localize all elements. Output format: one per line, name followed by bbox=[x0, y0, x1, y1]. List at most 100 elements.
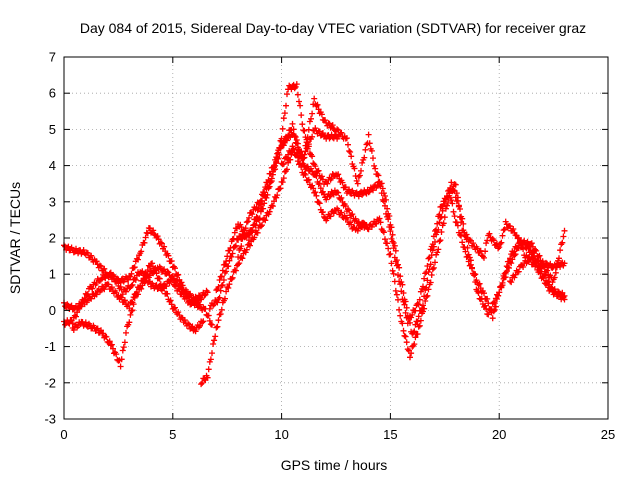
data-point bbox=[386, 213, 393, 219]
data-point bbox=[426, 266, 433, 273]
data-point bbox=[102, 275, 109, 282]
data-point bbox=[370, 187, 376, 194]
data-point bbox=[229, 274, 236, 281]
data-point bbox=[452, 181, 459, 188]
data-point bbox=[222, 261, 228, 268]
data-point bbox=[98, 263, 104, 270]
data-point bbox=[108, 284, 115, 291]
data-point bbox=[294, 91, 301, 98]
data-point bbox=[421, 293, 428, 300]
data-point bbox=[425, 269, 432, 275]
data-point bbox=[209, 350, 215, 357]
data-point bbox=[390, 270, 397, 277]
data-point bbox=[342, 203, 349, 209]
data-point bbox=[224, 253, 231, 260]
data-point bbox=[304, 134, 311, 141]
data-point bbox=[281, 110, 288, 117]
data-point bbox=[348, 221, 355, 228]
data-point bbox=[235, 254, 242, 260]
data-point bbox=[113, 351, 120, 358]
data-point bbox=[422, 298, 429, 304]
data-point bbox=[348, 212, 355, 219]
data-point bbox=[308, 115, 314, 122]
data-point bbox=[271, 163, 277, 170]
data-point bbox=[434, 249, 441, 256]
data-point bbox=[507, 278, 514, 285]
data-point bbox=[430, 264, 437, 271]
data-point bbox=[117, 283, 124, 290]
data-point bbox=[74, 309, 81, 316]
data-point bbox=[460, 227, 467, 234]
data-point bbox=[471, 272, 478, 279]
data-point bbox=[496, 244, 503, 251]
data-point bbox=[457, 214, 463, 221]
data-point bbox=[450, 208, 457, 215]
data-point bbox=[398, 279, 405, 285]
data-point bbox=[70, 249, 77, 256]
series-trace-1 bbox=[61, 225, 215, 328]
data-point bbox=[231, 229, 238, 236]
data-point bbox=[192, 328, 199, 335]
data-point bbox=[297, 160, 304, 167]
data-point bbox=[511, 274, 518, 281]
data-point bbox=[402, 298, 409, 305]
data-point bbox=[540, 274, 547, 281]
data-point bbox=[131, 264, 138, 271]
data-point bbox=[232, 242, 239, 249]
data-point bbox=[520, 240, 527, 247]
data-point bbox=[544, 267, 551, 274]
data-point bbox=[528, 240, 535, 247]
data-point bbox=[207, 321, 214, 328]
data-point bbox=[213, 287, 220, 294]
data-point bbox=[113, 278, 120, 285]
data-point bbox=[280, 139, 287, 146]
data-point bbox=[304, 139, 311, 146]
data-point bbox=[309, 182, 316, 189]
data-point bbox=[172, 265, 178, 272]
data-point bbox=[151, 231, 158, 238]
data-point bbox=[502, 218, 509, 225]
data-point bbox=[533, 247, 540, 254]
data-point bbox=[314, 101, 321, 108]
y-tick-label: 1 bbox=[49, 267, 56, 282]
data-point bbox=[204, 289, 211, 296]
data-point bbox=[106, 338, 113, 345]
data-point bbox=[206, 305, 213, 312]
data-point bbox=[380, 229, 387, 236]
data-point bbox=[127, 273, 134, 280]
data-point bbox=[497, 240, 504, 247]
data-point bbox=[346, 186, 353, 193]
data-point bbox=[382, 193, 388, 199]
data-point bbox=[169, 276, 176, 283]
data-point bbox=[408, 350, 415, 357]
data-point bbox=[345, 206, 351, 213]
data-point bbox=[508, 260, 515, 267]
data-point bbox=[561, 227, 568, 234]
data-point bbox=[339, 179, 346, 186]
data-point bbox=[404, 313, 411, 320]
data-point bbox=[405, 316, 412, 323]
data-point bbox=[232, 267, 239, 274]
data-point bbox=[227, 244, 234, 251]
data-point bbox=[142, 278, 149, 285]
data-point bbox=[128, 270, 135, 277]
data-point bbox=[416, 322, 423, 329]
data-point bbox=[129, 307, 136, 314]
data-point bbox=[384, 240, 391, 247]
data-point bbox=[483, 240, 490, 247]
data-point bbox=[316, 200, 323, 207]
data-point bbox=[88, 295, 95, 302]
data-point bbox=[383, 196, 389, 203]
data-point bbox=[427, 261, 434, 268]
data-point bbox=[459, 239, 466, 246]
data-point bbox=[540, 263, 547, 270]
data-point bbox=[269, 203, 276, 210]
data-point bbox=[81, 295, 88, 302]
data-point bbox=[356, 172, 363, 179]
data-point bbox=[549, 279, 556, 286]
data-point bbox=[206, 317, 213, 324]
data-point bbox=[262, 217, 269, 224]
data-point bbox=[559, 239, 566, 246]
data-point bbox=[218, 273, 225, 280]
